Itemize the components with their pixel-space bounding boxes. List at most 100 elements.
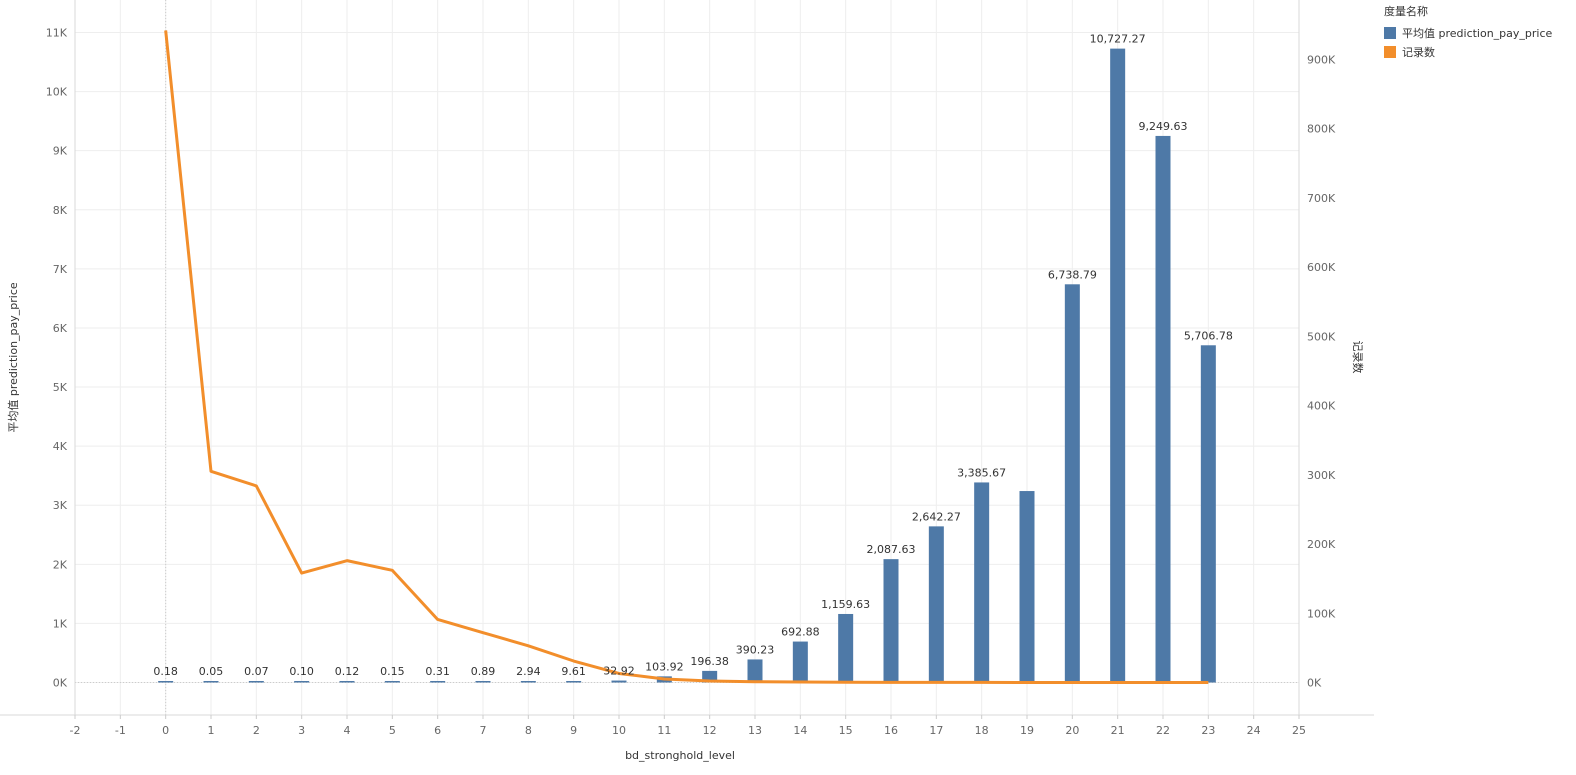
bars — [158, 48, 1216, 683]
bar-data-label: 1,159.63 — [821, 598, 870, 611]
bar-data-label: 6,738.79 — [1048, 268, 1097, 281]
bar — [611, 680, 627, 683]
x-tick-label: 0 — [162, 724, 169, 737]
bar — [566, 681, 582, 683]
y-tick-label: 10K — [46, 86, 68, 99]
bar-data-label: 0.18 — [153, 665, 178, 678]
y2-tick-label: 700K — [1307, 192, 1336, 205]
legend-label-avg-price: 平均值 prediction_pay_price — [1402, 26, 1553, 40]
bar-data-label: 0.15 — [380, 665, 405, 678]
bar — [384, 681, 400, 683]
bar-data-label: 0.89 — [471, 665, 496, 678]
x-tick-label: 11 — [657, 724, 671, 737]
count-series-line — [164, 30, 1209, 684]
bar-data-label: 0.07 — [244, 665, 269, 678]
x-tick-label: 9 — [570, 724, 577, 737]
bar — [1064, 284, 1080, 683]
y-tick-label: 7K — [53, 263, 68, 276]
y2-tick-label: 500K — [1307, 330, 1336, 343]
x-tick-label: 12 — [703, 724, 717, 737]
x-tick-label: 8 — [525, 724, 532, 737]
bar-data-label: 0.31 — [425, 665, 450, 678]
bar — [294, 681, 310, 683]
legend-swatch-avg-price — [1384, 26, 1396, 39]
bar-data-label: 9.61 — [561, 665, 586, 678]
x-tick-label: 2 — [253, 724, 260, 737]
y2-tick-label: 400K — [1307, 400, 1336, 413]
y-tick-label: 3K — [53, 499, 68, 512]
x-axis-title: bd_stronghold_level — [625, 749, 735, 762]
bar-data-label: 0.10 — [289, 665, 314, 678]
bar-data-label: 0.12 — [335, 665, 360, 678]
bar-data-label: 196.38 — [690, 655, 729, 668]
bar-data-label: 10,727.27 — [1090, 33, 1146, 46]
bar-data-label: 5,706.78 — [1184, 329, 1233, 342]
bar — [475, 681, 491, 683]
x-tick-label: 3 — [298, 724, 305, 737]
x-tick-label: 13 — [748, 724, 762, 737]
y-tick-label: 5K — [53, 381, 68, 394]
y2-tick-label: 600K — [1307, 261, 1336, 274]
bar — [1019, 491, 1035, 683]
bar — [883, 559, 899, 683]
bar — [1200, 345, 1216, 683]
bar — [520, 681, 536, 683]
legend-swatch-record-count — [1384, 45, 1396, 58]
x-tick-label: 17 — [929, 724, 943, 737]
bar — [838, 613, 854, 683]
y-axis-title: 平均值 prediction_pay_price — [7, 282, 20, 433]
bar-data-label: 32.92 — [603, 665, 635, 678]
legend-item-avg-price[interactable]: 平均值 prediction_pay_price — [1384, 23, 1552, 42]
x-tick-label: 1 — [208, 724, 215, 737]
bar-data-label: 3,385.67 — [957, 466, 1006, 479]
y-tick-label: 8K — [53, 204, 68, 217]
bar-data-label: 0.05 — [199, 665, 224, 678]
x-tick-label: -2 — [70, 724, 81, 737]
x-tick-label: 4 — [344, 724, 351, 737]
bar-data-label: 390.23 — [736, 643, 775, 656]
x-tick-label: 15 — [839, 724, 853, 737]
y-tick-label: 1K — [53, 617, 68, 630]
y2-tick-label: 800K — [1307, 123, 1336, 136]
y-tick-label: 6K — [53, 322, 68, 335]
x-tick-label: 25 — [1292, 724, 1306, 737]
bar-data-label: 2,087.63 — [867, 543, 916, 556]
bar — [928, 526, 944, 683]
count-line — [164, 30, 1209, 684]
legend-item-record-count[interactable]: 记录数 — [1384, 42, 1552, 61]
legend-label-record-count: 记录数 — [1402, 45, 1435, 59]
legend: 度量名称 平均值 prediction_pay_price 记录数 — [1384, 3, 1552, 61]
x-tick-label: 6 — [434, 724, 441, 737]
x-tick-label: 5 — [389, 724, 396, 737]
bar — [747, 659, 763, 683]
y-tick-label: 11K — [46, 27, 68, 40]
bar-data-label: 9,249.63 — [1139, 120, 1188, 133]
x-tick-label: 21 — [1111, 724, 1125, 737]
bar — [158, 681, 174, 683]
y2-tick-label: 100K — [1307, 607, 1336, 620]
bar — [792, 641, 808, 683]
y-tick-label: 9K — [53, 145, 68, 158]
legend-title: 度量名称 — [1384, 5, 1428, 18]
y2-tick-label: 0K — [1307, 676, 1322, 689]
x-tick-label: 20 — [1065, 724, 1079, 737]
x-tick-label: 24 — [1247, 724, 1261, 737]
x-tick-label: 22 — [1156, 724, 1170, 737]
y2-axis-title: 记录数 — [1351, 341, 1364, 374]
data-labels: 0.18 0.05 0.07 0.10 0.12 0.15 0.31 0.89 2.94 9.61… — [153, 33, 1232, 678]
x-tick-label: 16 — [884, 724, 898, 737]
x-tick-label: 19 — [1020, 724, 1034, 737]
x-tick-label: 18 — [975, 724, 989, 737]
bar — [702, 670, 718, 683]
y-tick-label: 4K — [53, 440, 68, 453]
bar-data-label: 2,642.27 — [912, 510, 961, 523]
y-tick-label: 2K — [53, 558, 68, 571]
bar — [1155, 135, 1171, 683]
bar — [430, 681, 446, 683]
bar — [203, 681, 219, 683]
bar — [974, 482, 990, 683]
y2-tick-label: 300K — [1307, 469, 1336, 482]
x-tick-label: 23 — [1201, 724, 1215, 737]
x-tick-label: 10 — [612, 724, 626, 737]
